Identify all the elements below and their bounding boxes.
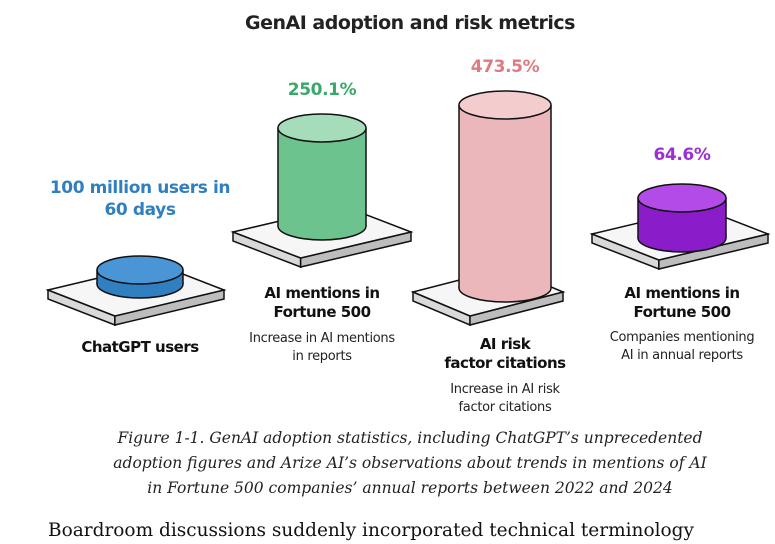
cylinder-body	[278, 128, 366, 226]
metric-label: ChatGPT users	[81, 338, 199, 356]
metric-value: 473.5%	[471, 57, 540, 77]
cylinder-top	[458, 90, 552, 120]
figure-title: GenAI adoption and risk metrics	[245, 12, 575, 34]
metric-description: AI in annual reports	[621, 348, 743, 363]
metric-value: 64.6%	[654, 145, 711, 165]
caption-line: in Fortune 500 companies’ annual reports…	[147, 479, 673, 497]
metric-graphic	[410, 90, 566, 327]
figure-art	[45, 90, 771, 327]
metric-value: 250.1%	[288, 80, 357, 100]
metric-graphic	[230, 113, 414, 269]
cylinder-body	[459, 105, 551, 288]
metric-value: 100 million users in	[50, 178, 230, 198]
metric-value: 60 days	[104, 200, 175, 220]
metric-label: AI risk	[480, 335, 532, 353]
metric-label: Fortune 500	[633, 303, 730, 321]
caption-line: adoption figures and Arize AI’s observat…	[113, 454, 707, 472]
metric-description: Increase in AI mentions	[249, 331, 395, 346]
caption-line: Figure 1-1. GenAI adoption statistics, i…	[116, 429, 702, 447]
metric-label: Fortune 500	[273, 303, 370, 321]
metric-label: AI mentions in	[624, 284, 739, 302]
cylinder-top	[277, 113, 367, 143]
metric-label: AI mentions in	[264, 284, 379, 302]
cylinder-top	[96, 255, 184, 285]
metric-description: factor citations	[459, 400, 552, 415]
body-text: Boardroom discussions suddenly incorpora…	[48, 520, 695, 541]
metric-description: Increase in AI risk	[450, 382, 560, 397]
cylinder-top	[637, 183, 727, 213]
metric-description: in reports	[292, 349, 352, 364]
metric-graphic	[589, 183, 771, 271]
metric-graphic	[45, 255, 227, 327]
metric-description: Companies mentioning	[610, 330, 755, 345]
metric-label: factor citations	[444, 354, 566, 372]
